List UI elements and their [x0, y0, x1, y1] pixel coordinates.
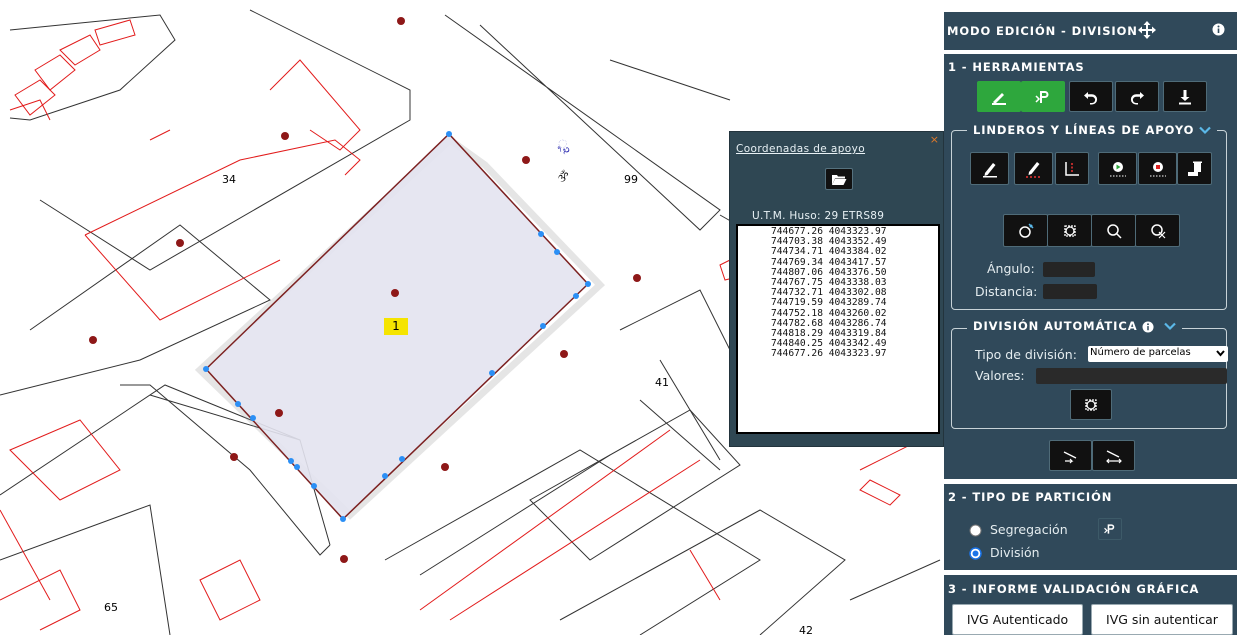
undo-button[interactable] [1069, 81, 1113, 112]
delete-lines-button[interactable] [1177, 152, 1212, 185]
info-icon[interactable] [1142, 320, 1154, 333]
chevron-down-icon[interactable] [1164, 322, 1176, 331]
coords-popup-title[interactable]: Coordenadas de apoyo [736, 143, 866, 155]
move-arrows-icon[interactable] [1137, 20, 1157, 40]
section-herramientas: 1 - HERRAMIENTAS LINDEROS Y LÍNEAS DE AP… [944, 54, 1237, 479]
tipo-division-select[interactable]: Número de parcelas [1088, 346, 1228, 362]
coordinates-textarea[interactable]: 744677.26 4043323.97 744703.38 4043352.49… [736, 224, 940, 434]
ivg-sin-autenticar-button[interactable]: IVG sin autenticar [1091, 604, 1233, 635]
coordinate-line: 744677.26 4043323.97 [771, 226, 887, 237]
radio-segregacion[interactable] [969, 524, 982, 537]
close-icon[interactable]: × [929, 133, 939, 146]
parcel-number-label: 65 [104, 601, 118, 614]
parcel-p-icon [1035, 90, 1049, 103]
snap-point-button[interactable] [1091, 214, 1136, 247]
split-line-button[interactable] [1049, 440, 1092, 471]
swap-line-icon [1105, 449, 1122, 463]
draw-line-icon [992, 92, 1006, 105]
ivg-autenticado-button[interactable]: IVG Autenticado [952, 604, 1083, 635]
pencil-tool-button[interactable] [970, 152, 1009, 185]
folder-open-icon [832, 174, 847, 185]
division-label: División [990, 545, 1040, 560]
parcel-p-icon [1104, 524, 1115, 534]
radio-division[interactable] [969, 547, 982, 560]
pencil-dashed-icon [1025, 161, 1042, 178]
auto-divide-button[interactable] [1070, 389, 1112, 420]
angulo-input[interactable] [1043, 262, 1095, 277]
coordinate-line: 744767.75 4043338.03 [771, 277, 887, 289]
redo-icon [1130, 91, 1144, 104]
linderos-title-text: LINDEROS Y LÍNEAS DE APOYO [973, 123, 1195, 137]
selected-parcel-badge[interactable]: 1 [384, 318, 408, 335]
coordinate-line: 744734.71 4043384.02 [771, 246, 887, 258]
start-line-button[interactable] [1098, 152, 1137, 185]
chevron-down-icon [1216, 350, 1225, 357]
segregacion-label: Segregación [990, 522, 1068, 537]
section-2-title: 2 - TIPO DE PARTICIÓN [948, 490, 1113, 504]
swap-line-button[interactable] [1092, 440, 1135, 471]
snap-vertex-icon [1018, 222, 1034, 238]
section-3-title: 3 - INFORME VALIDACIÓN GRÁFICA [948, 582, 1200, 596]
valores-input[interactable] [1036, 368, 1227, 384]
coordinate-line: 744703.38 4043352.49 [771, 236, 887, 248]
panel-title-bar: MODO EDICIÓN - DIVISION [944, 12, 1237, 50]
coordinate-line: 744782.68 4043286.74 [771, 317, 887, 329]
auto-divide-icon [1085, 398, 1097, 411]
section-tipo-particion: 2 - TIPO DE PARTICIÓN Segregación Divisi… [944, 484, 1237, 570]
chevron-down-icon[interactable] [1199, 126, 1212, 135]
snap-clear-icon [1150, 223, 1165, 238]
coords-popup: × Coordenadas de apoyo U.T.M. Huso: 29 E… [729, 131, 944, 447]
parcel-number-label: 42 [799, 624, 813, 637]
pencil-dashed-tool-button[interactable] [1014, 152, 1053, 185]
snap-clear-button[interactable] [1135, 214, 1180, 247]
redo-button[interactable] [1115, 81, 1159, 112]
open-folder-button[interactable] [825, 168, 853, 190]
tipo-division-label: Tipo de división: [975, 347, 1077, 362]
play-circle-icon [1109, 161, 1126, 176]
info-icon[interactable] [1212, 23, 1225, 36]
snap-polygon-button[interactable] [1047, 214, 1092, 247]
stop-line-button[interactable] [1138, 152, 1177, 185]
distancia-label: Distancia: [975, 284, 1038, 299]
pencil-icon [982, 162, 997, 177]
parcel-number-label: 99 [624, 173, 638, 186]
coordinate-line: 744840.25 4043342.49 [771, 338, 887, 350]
stop-circle-icon [1149, 161, 1166, 176]
panel-title: MODO EDICIÓN - DIVISION [947, 24, 1138, 38]
segregacion-button[interactable] [1098, 518, 1122, 540]
snap-point-icon [1106, 223, 1122, 239]
distancia-input[interactable] [1043, 284, 1097, 299]
tipo-division-value: Número de parcelas [1090, 347, 1191, 358]
snap-vertex-button[interactable] [1003, 214, 1048, 247]
parcel-number-label: 41 [655, 376, 669, 389]
projection-label: U.T.M. Huso: 29 ETRS89 [752, 210, 885, 222]
perpendicular-tool-button[interactable] [1055, 152, 1089, 185]
section-1-title: 1 - HERRAMIENTAS [948, 60, 1085, 74]
download-icon [1179, 89, 1191, 104]
coordinate-line: 744719.59 4043289.74 [771, 297, 887, 309]
linderos-group-title: LINDEROS Y LÍNEAS DE APOYO [967, 123, 1218, 137]
snap-polygon-icon [1063, 224, 1076, 237]
split-line-icon [1063, 450, 1076, 463]
draw-line-tool-button[interactable] [977, 81, 1021, 112]
coordinate-line: 744818.29 4043319.84 [771, 328, 887, 340]
undo-icon [1084, 91, 1098, 104]
download-button[interactable] [1163, 81, 1207, 112]
coordinate-line: 744752.18 4043260.02 [771, 307, 887, 319]
parcel-number-label: 34 [222, 173, 236, 186]
trash-hand-icon [1187, 161, 1202, 176]
coordinate-line: 744677.26 4043323.97 [771, 348, 887, 360]
auto-title-text: DIVISIÓN AUTOMÁTICA [973, 319, 1138, 333]
valores-label: Valores: [975, 368, 1025, 383]
coordinate-line: 744732.71 4043302.08 [771, 287, 887, 299]
parcel-tool-button[interactable] [1021, 81, 1065, 112]
perpendicular-icon [1065, 161, 1079, 176]
coordinate-line: 744807.06 4043376.50 [771, 266, 887, 278]
edit-panel: MODO EDICIÓN - DIVISION 1 - HERRAMIENTAS… [944, 0, 1237, 635]
angulo-label: Ángulo: [987, 261, 1035, 276]
division-automatica-title: DIVISIÓN AUTOMÁTICA [967, 319, 1183, 333]
section-informe-validacion: 3 - INFORME VALIDACIÓN GRÁFICA IVG Auten… [944, 575, 1237, 635]
coordinate-line: 744769.34 4043417.57 [771, 256, 887, 268]
